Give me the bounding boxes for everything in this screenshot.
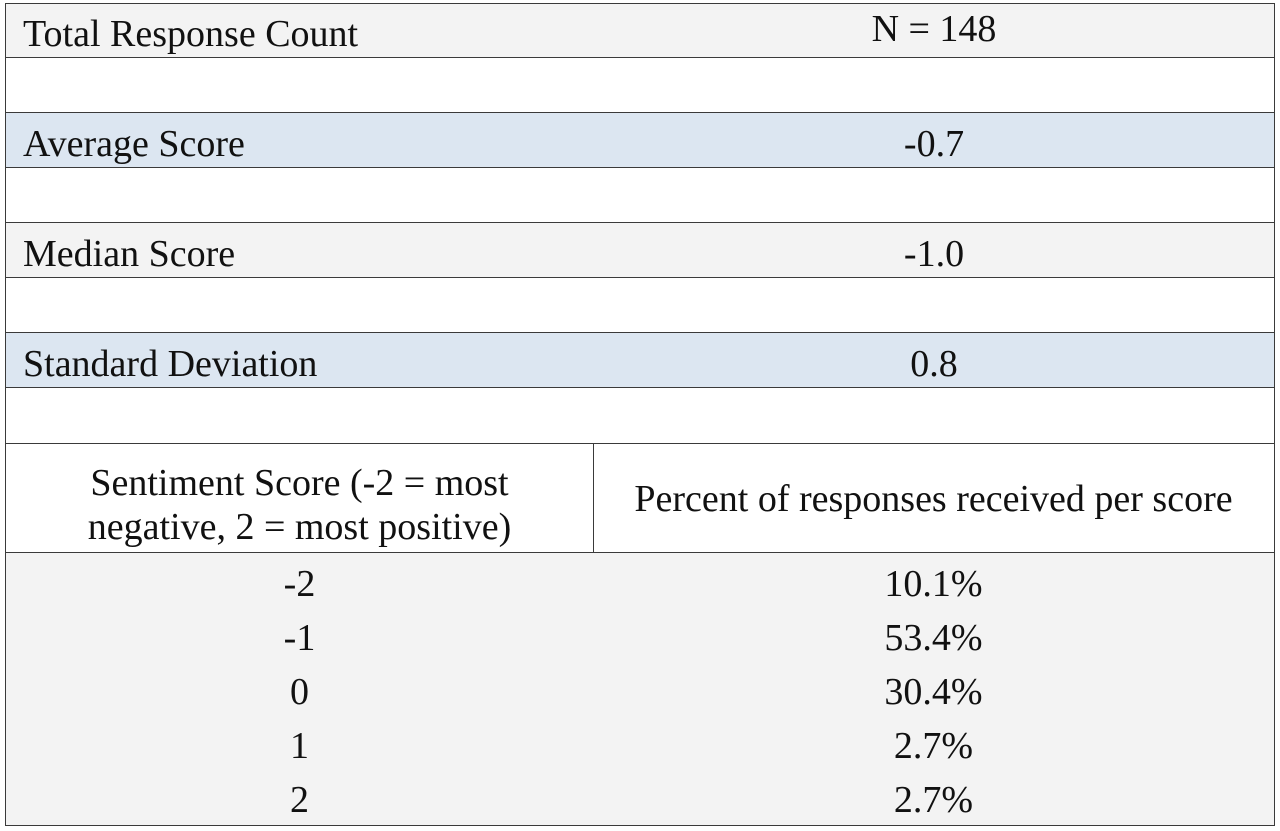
std-dev-row: Standard Deviation 0.8 bbox=[6, 333, 1274, 388]
score-cell: 1 bbox=[290, 725, 309, 767]
total-response-row: Total Response Count N = 148 bbox=[6, 4, 1274, 58]
median-score-label: Median Score bbox=[23, 233, 236, 275]
score-cell: -1 bbox=[283, 617, 316, 659]
table-row: -1 53.4% bbox=[6, 611, 1274, 665]
table-row: 0 30.4% bbox=[6, 665, 1274, 719]
distribution-body: -2 10.1% -1 53.4% 0 30.4% 1 2.7% 2 2.7% bbox=[6, 553, 1274, 825]
total-response-value: N = 148 bbox=[871, 8, 997, 50]
sentiment-score-header-line2: negative, 2 = most positive) bbox=[87, 506, 512, 548]
spacer-row bbox=[6, 58, 1274, 113]
percent-cell: 2.7% bbox=[893, 779, 974, 821]
sentiment-summary-table: Total Response Count N = 148 Average Sco… bbox=[5, 3, 1275, 826]
median-score-value: -1.0 bbox=[903, 233, 965, 275]
sentiment-score-header: Sentiment Score (-2 = most negative, 2 =… bbox=[6, 461, 593, 549]
std-dev-label: Standard Deviation bbox=[23, 343, 318, 385]
score-cell: 2 bbox=[290, 779, 309, 821]
sentiment-score-header-line1: Sentiment Score (-2 = most bbox=[90, 462, 509, 504]
percent-cell: 10.1% bbox=[884, 563, 983, 605]
spacer-row bbox=[6, 278, 1274, 333]
percent-cell: 2.7% bbox=[893, 725, 974, 767]
score-cell: -2 bbox=[283, 563, 316, 605]
average-score-row: Average Score -0.7 bbox=[6, 113, 1274, 168]
percent-cell: 53.4% bbox=[884, 617, 983, 659]
median-score-row: Median Score -1.0 bbox=[6, 223, 1274, 278]
percent-responses-header: Percent of responses received per score bbox=[634, 478, 1233, 520]
table-row: 2 2.7% bbox=[6, 773, 1274, 827]
average-score-value: -0.7 bbox=[903, 123, 965, 165]
table-row: 1 2.7% bbox=[6, 719, 1274, 773]
average-score-label: Average Score bbox=[23, 123, 245, 165]
spacer-row bbox=[6, 388, 1274, 444]
column-divider bbox=[593, 444, 594, 552]
std-dev-value: 0.8 bbox=[910, 343, 958, 385]
spacer-row bbox=[6, 168, 1274, 223]
percent-cell: 30.4% bbox=[884, 671, 983, 713]
total-response-label: Total Response Count bbox=[23, 13, 359, 55]
distribution-header-row: Sentiment Score (-2 = most negative, 2 =… bbox=[6, 444, 1274, 553]
score-cell: 0 bbox=[290, 671, 309, 713]
table-row: -2 10.1% bbox=[6, 557, 1274, 611]
